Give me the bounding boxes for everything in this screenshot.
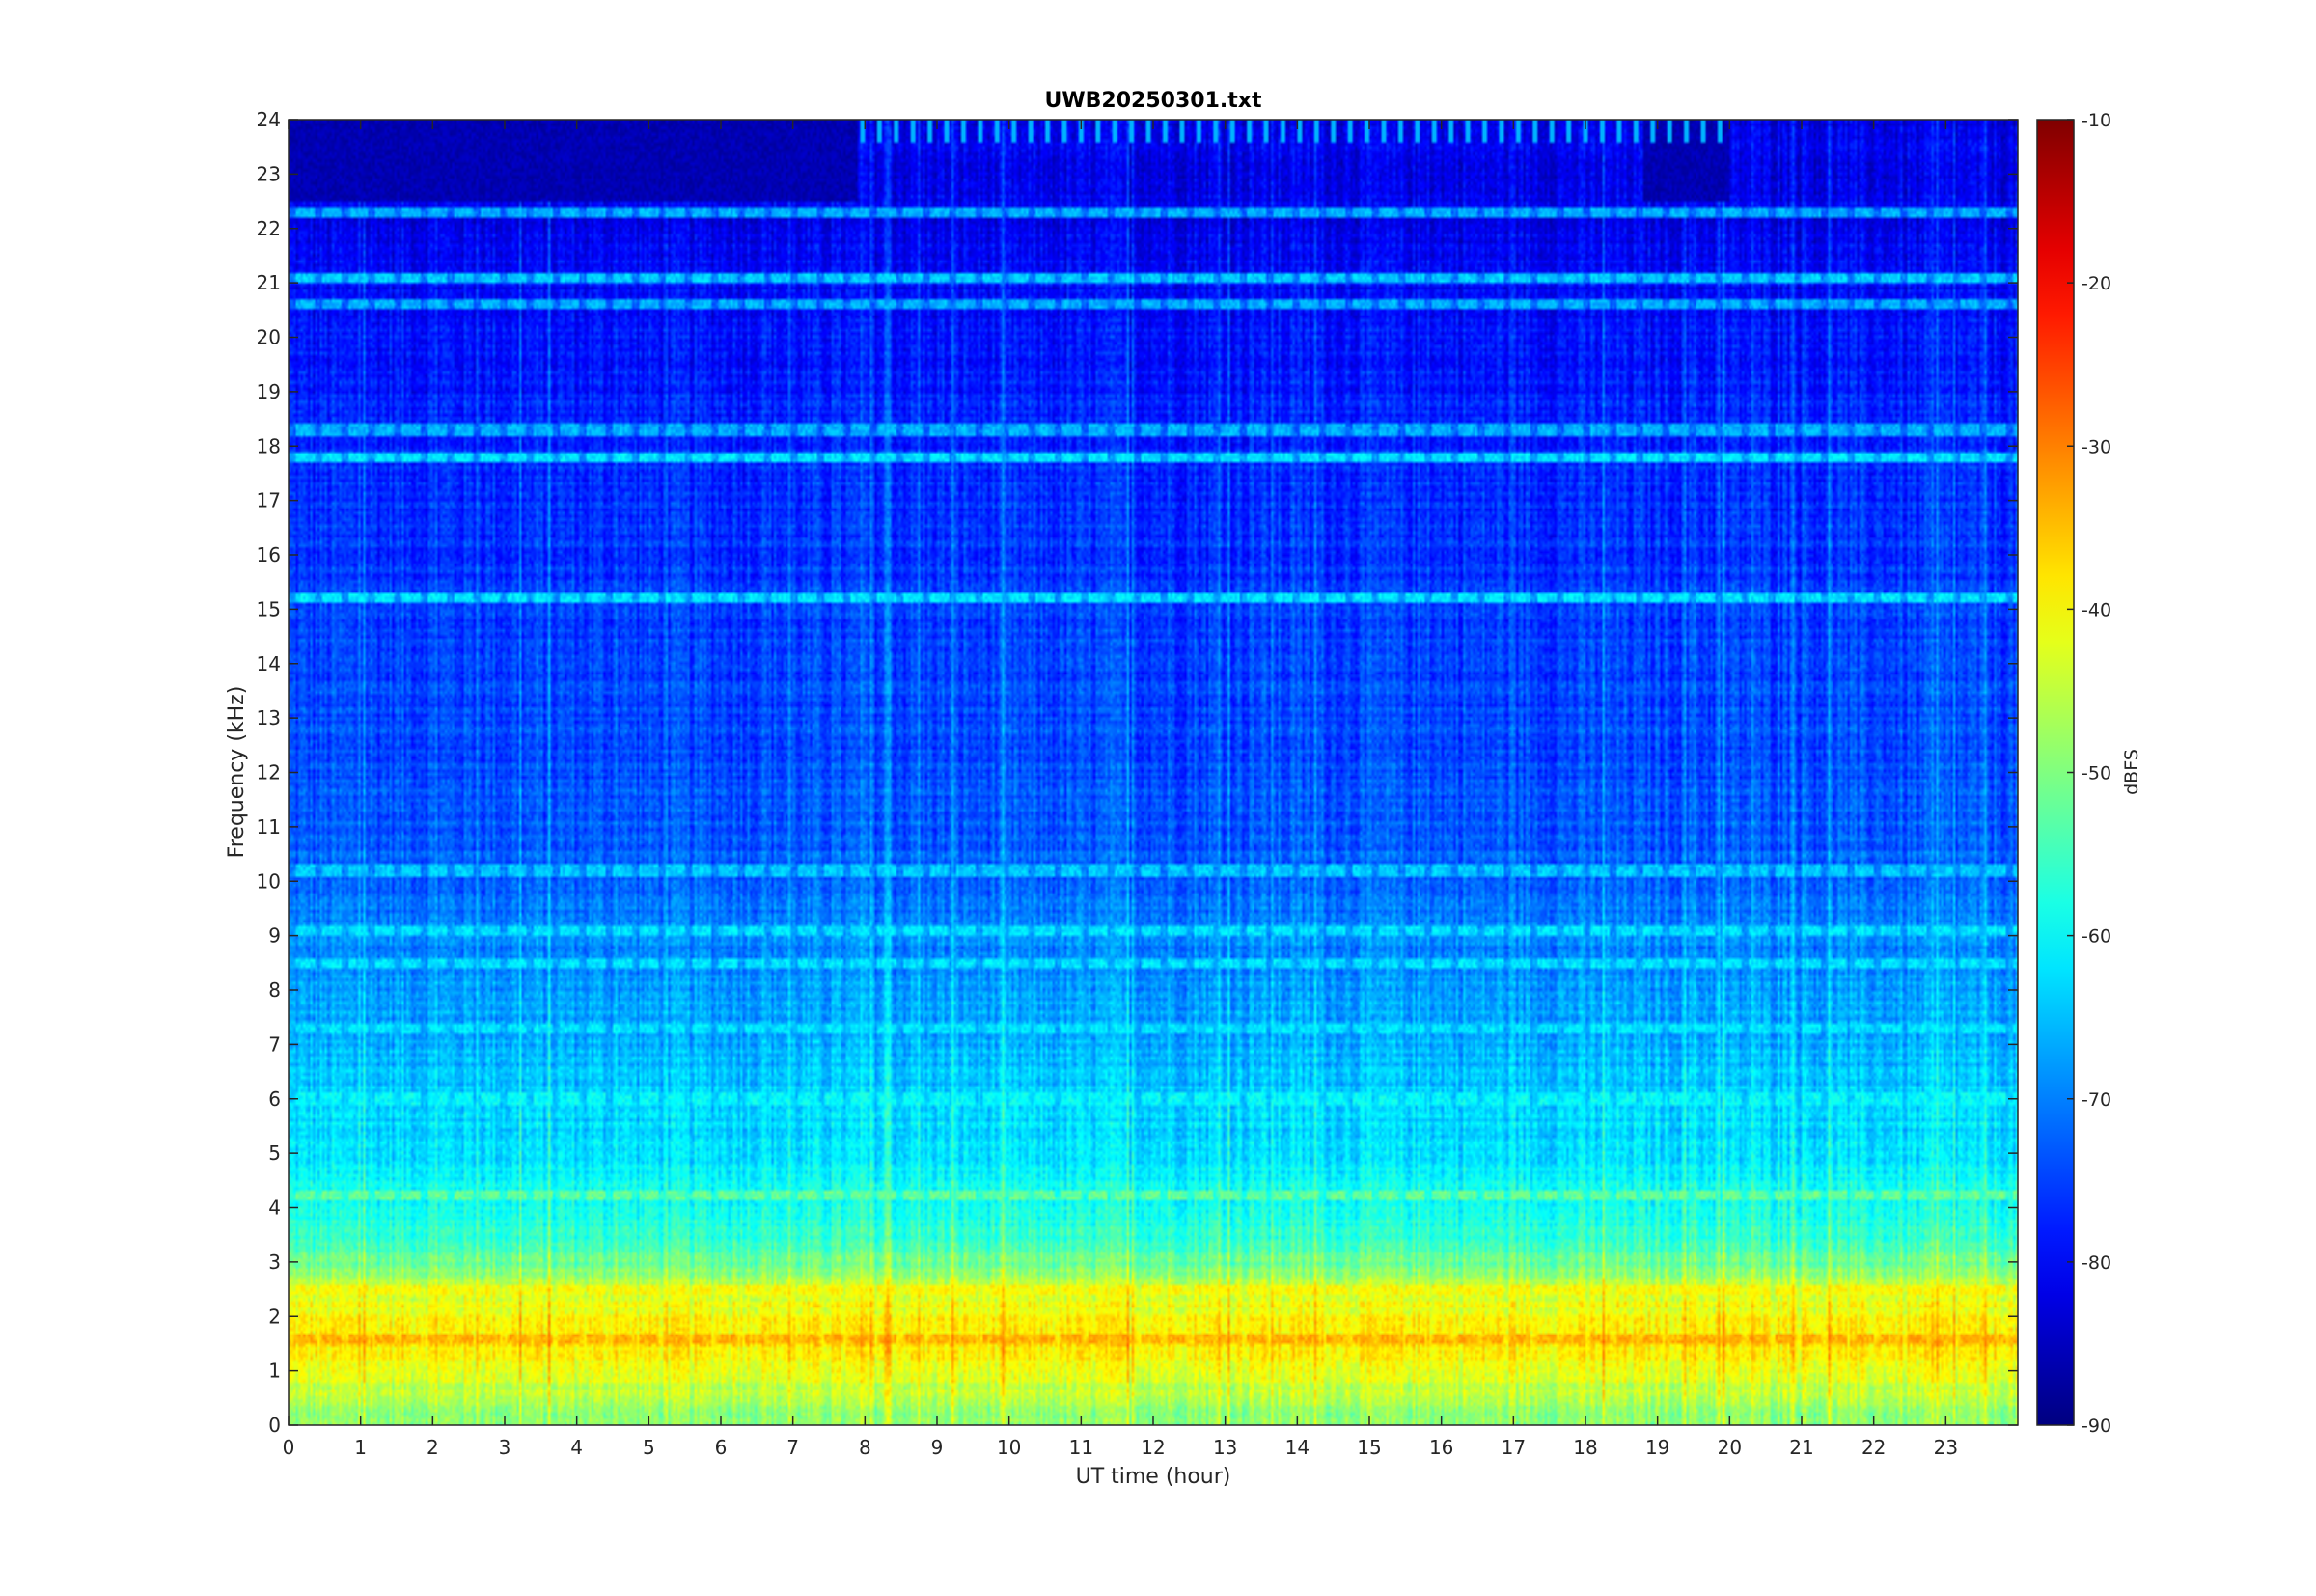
- colorbar-tick-label: -40: [2082, 599, 2111, 620]
- y-tick-label: 5: [268, 1142, 281, 1165]
- x-tick-label: 8: [859, 1436, 871, 1459]
- colorbar-tick-label: -70: [2082, 1089, 2111, 1111]
- y-tick-label: 23: [257, 162, 281, 185]
- x-tick-label: 18: [1573, 1436, 1597, 1459]
- y-tick-label: 8: [268, 978, 281, 1002]
- colorbar-label: dBFS: [2121, 749, 2142, 795]
- y-axis-label: Frequency (kHz): [225, 686, 249, 859]
- colorbar-tick-label: -50: [2082, 763, 2111, 784]
- y-tick-label: 22: [257, 217, 281, 240]
- y-tick-label: 10: [257, 869, 281, 893]
- y-tick-label: 6: [268, 1087, 281, 1111]
- x-tick-label: 13: [1213, 1436, 1237, 1459]
- colorbar-tick-label: -60: [2082, 926, 2111, 948]
- x-tick-label: 15: [1357, 1436, 1381, 1459]
- x-tick-label: 5: [643, 1436, 655, 1459]
- x-tick-label: 11: [1069, 1436, 1093, 1459]
- x-tick-label: 17: [1502, 1436, 1526, 1459]
- x-tick-label: 20: [1718, 1436, 1742, 1459]
- x-tick-label: 10: [997, 1436, 1021, 1459]
- x-tick-label: 23: [1934, 1436, 1958, 1459]
- plot-area: [289, 120, 2018, 1425]
- chart-title: UWB20250301.txt: [1045, 89, 1262, 113]
- y-tick-label: 3: [268, 1251, 281, 1274]
- colorbar-tick-label: -80: [2082, 1252, 2111, 1274]
- y-tick-label: 1: [268, 1360, 281, 1383]
- y-tick-label: 11: [257, 815, 281, 839]
- y-tick-label: 21: [257, 271, 281, 294]
- y-tick-label: 2: [268, 1305, 281, 1328]
- x-tick-label: 2: [427, 1436, 439, 1459]
- spectrogram-image: [289, 120, 2018, 1425]
- colorbar-tick-label: -30: [2082, 436, 2111, 457]
- x-tick-label: 19: [1645, 1436, 1669, 1459]
- x-tick-label: 7: [786, 1436, 799, 1459]
- x-tick-label: 21: [1789, 1436, 1813, 1459]
- y-tick-label: 4: [268, 1197, 281, 1220]
- y-tick-label: 12: [257, 761, 281, 784]
- y-tick-label: 16: [257, 543, 281, 566]
- x-axis-ticks: 0 1 2 3 4 5 6 7 8 9 10 11 12 13 14 15 16 17 18 19 20 21 22 23: [283, 120, 1958, 1459]
- y-tick-label: 15: [257, 597, 281, 620]
- x-tick-label: 1: [354, 1436, 367, 1459]
- y-tick-label: 17: [257, 489, 281, 512]
- x-tick-label: 0: [283, 1436, 295, 1459]
- x-tick-label: 3: [499, 1436, 511, 1459]
- y-tick-label: 13: [257, 706, 281, 729]
- x-tick-label: 9: [931, 1436, 944, 1459]
- y-tick-label: 9: [268, 924, 281, 948]
- colorbar-tick-label: -10: [2082, 110, 2111, 131]
- y-tick-label: 20: [257, 326, 281, 349]
- x-tick-label: 12: [1141, 1436, 1165, 1459]
- colorbar-tick-label: -90: [2082, 1416, 2111, 1437]
- x-tick-label: 4: [570, 1436, 583, 1459]
- y-tick-label: 14: [257, 652, 281, 675]
- y-tick-label: 19: [257, 380, 281, 403]
- colorbar-tick-label: -20: [2082, 273, 2111, 294]
- x-tick-label: 22: [1861, 1436, 1886, 1459]
- x-axis-label: UT time (hour): [1076, 1465, 1231, 1489]
- colorbar-ticks: -10 -20 -30 -40 -50 -60 -70 -80 -90: [2067, 110, 2111, 1437]
- x-tick-label: 16: [1429, 1436, 1453, 1459]
- x-tick-label: 6: [715, 1436, 728, 1459]
- y-tick-label: 24: [257, 108, 281, 131]
- x-tick-label: 14: [1285, 1436, 1310, 1459]
- y-tick-label: 0: [268, 1414, 281, 1437]
- y-tick-label: 18: [257, 434, 281, 457]
- y-tick-label: 7: [268, 1032, 281, 1056]
